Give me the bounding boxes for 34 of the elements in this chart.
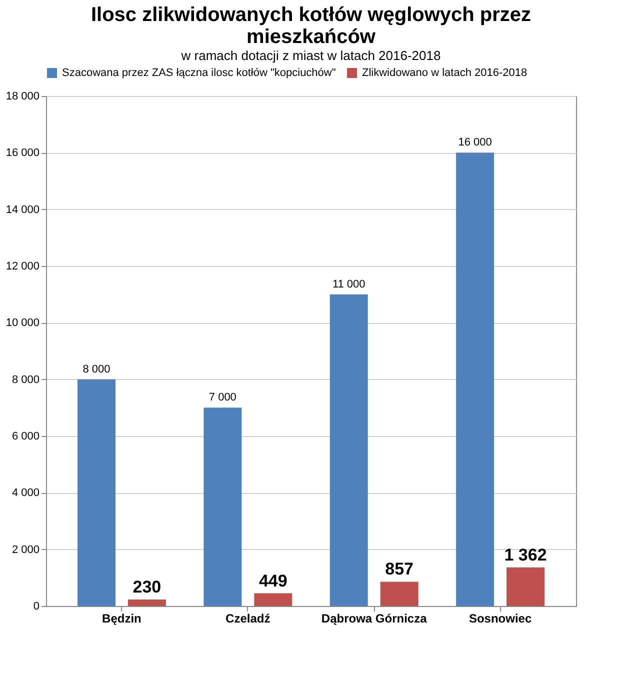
y-tick-label: 2 000 <box>12 544 40 556</box>
bar <box>128 599 166 606</box>
x-tick-label: Czeladź <box>226 612 270 626</box>
y-tick-label: 0 <box>33 600 40 612</box>
y-tick-label: 8 000 <box>12 374 40 386</box>
bar <box>456 152 494 606</box>
data-label: 230 <box>132 577 162 596</box>
y-tick-label: 14 000 <box>6 204 40 216</box>
data-label: 16 000 <box>458 136 492 149</box>
x-tick-label: Będzin <box>102 612 142 626</box>
y-tick-label: 4 000 <box>12 487 40 500</box>
y-tick-label: 16 000 <box>6 147 40 160</box>
data-label: 1 362 <box>504 545 547 564</box>
data-label: 857 <box>385 560 414 579</box>
bar <box>380 582 418 606</box>
data-label: 7 000 <box>208 392 236 404</box>
y-tick-label: 18 000 <box>6 90 40 102</box>
bar <box>330 294 368 606</box>
bar <box>204 408 242 606</box>
y-tick-label: 10 000 <box>6 317 40 330</box>
bar <box>254 593 292 606</box>
bar <box>77 379 116 606</box>
chart-subtitle: w ramach dotacji z miast w latach 2016-2018 <box>180 48 441 63</box>
y-tick-label: 6 000 <box>12 430 40 442</box>
data-label: 11 000 <box>332 278 366 290</box>
legend-label: Szacowana przez ZAS łączna ilosc kotłów "kopciuchów" <box>62 67 336 79</box>
data-label: 449 <box>258 571 288 590</box>
x-tick-label: Dąbrowa Górnicza <box>321 612 428 626</box>
bar <box>506 567 545 606</box>
x-tick-label: Sosnowiec <box>468 612 532 626</box>
y-tick-label: 12 000 <box>6 260 40 272</box>
chart-title: Ilosc zlikwidowanych kotłów węglowych przez mieszkańców <box>90 4 532 48</box>
legend-label: Zlikwidowano w latach 2016-2018 <box>362 67 528 79</box>
data-label: 8 000 <box>82 363 110 376</box>
